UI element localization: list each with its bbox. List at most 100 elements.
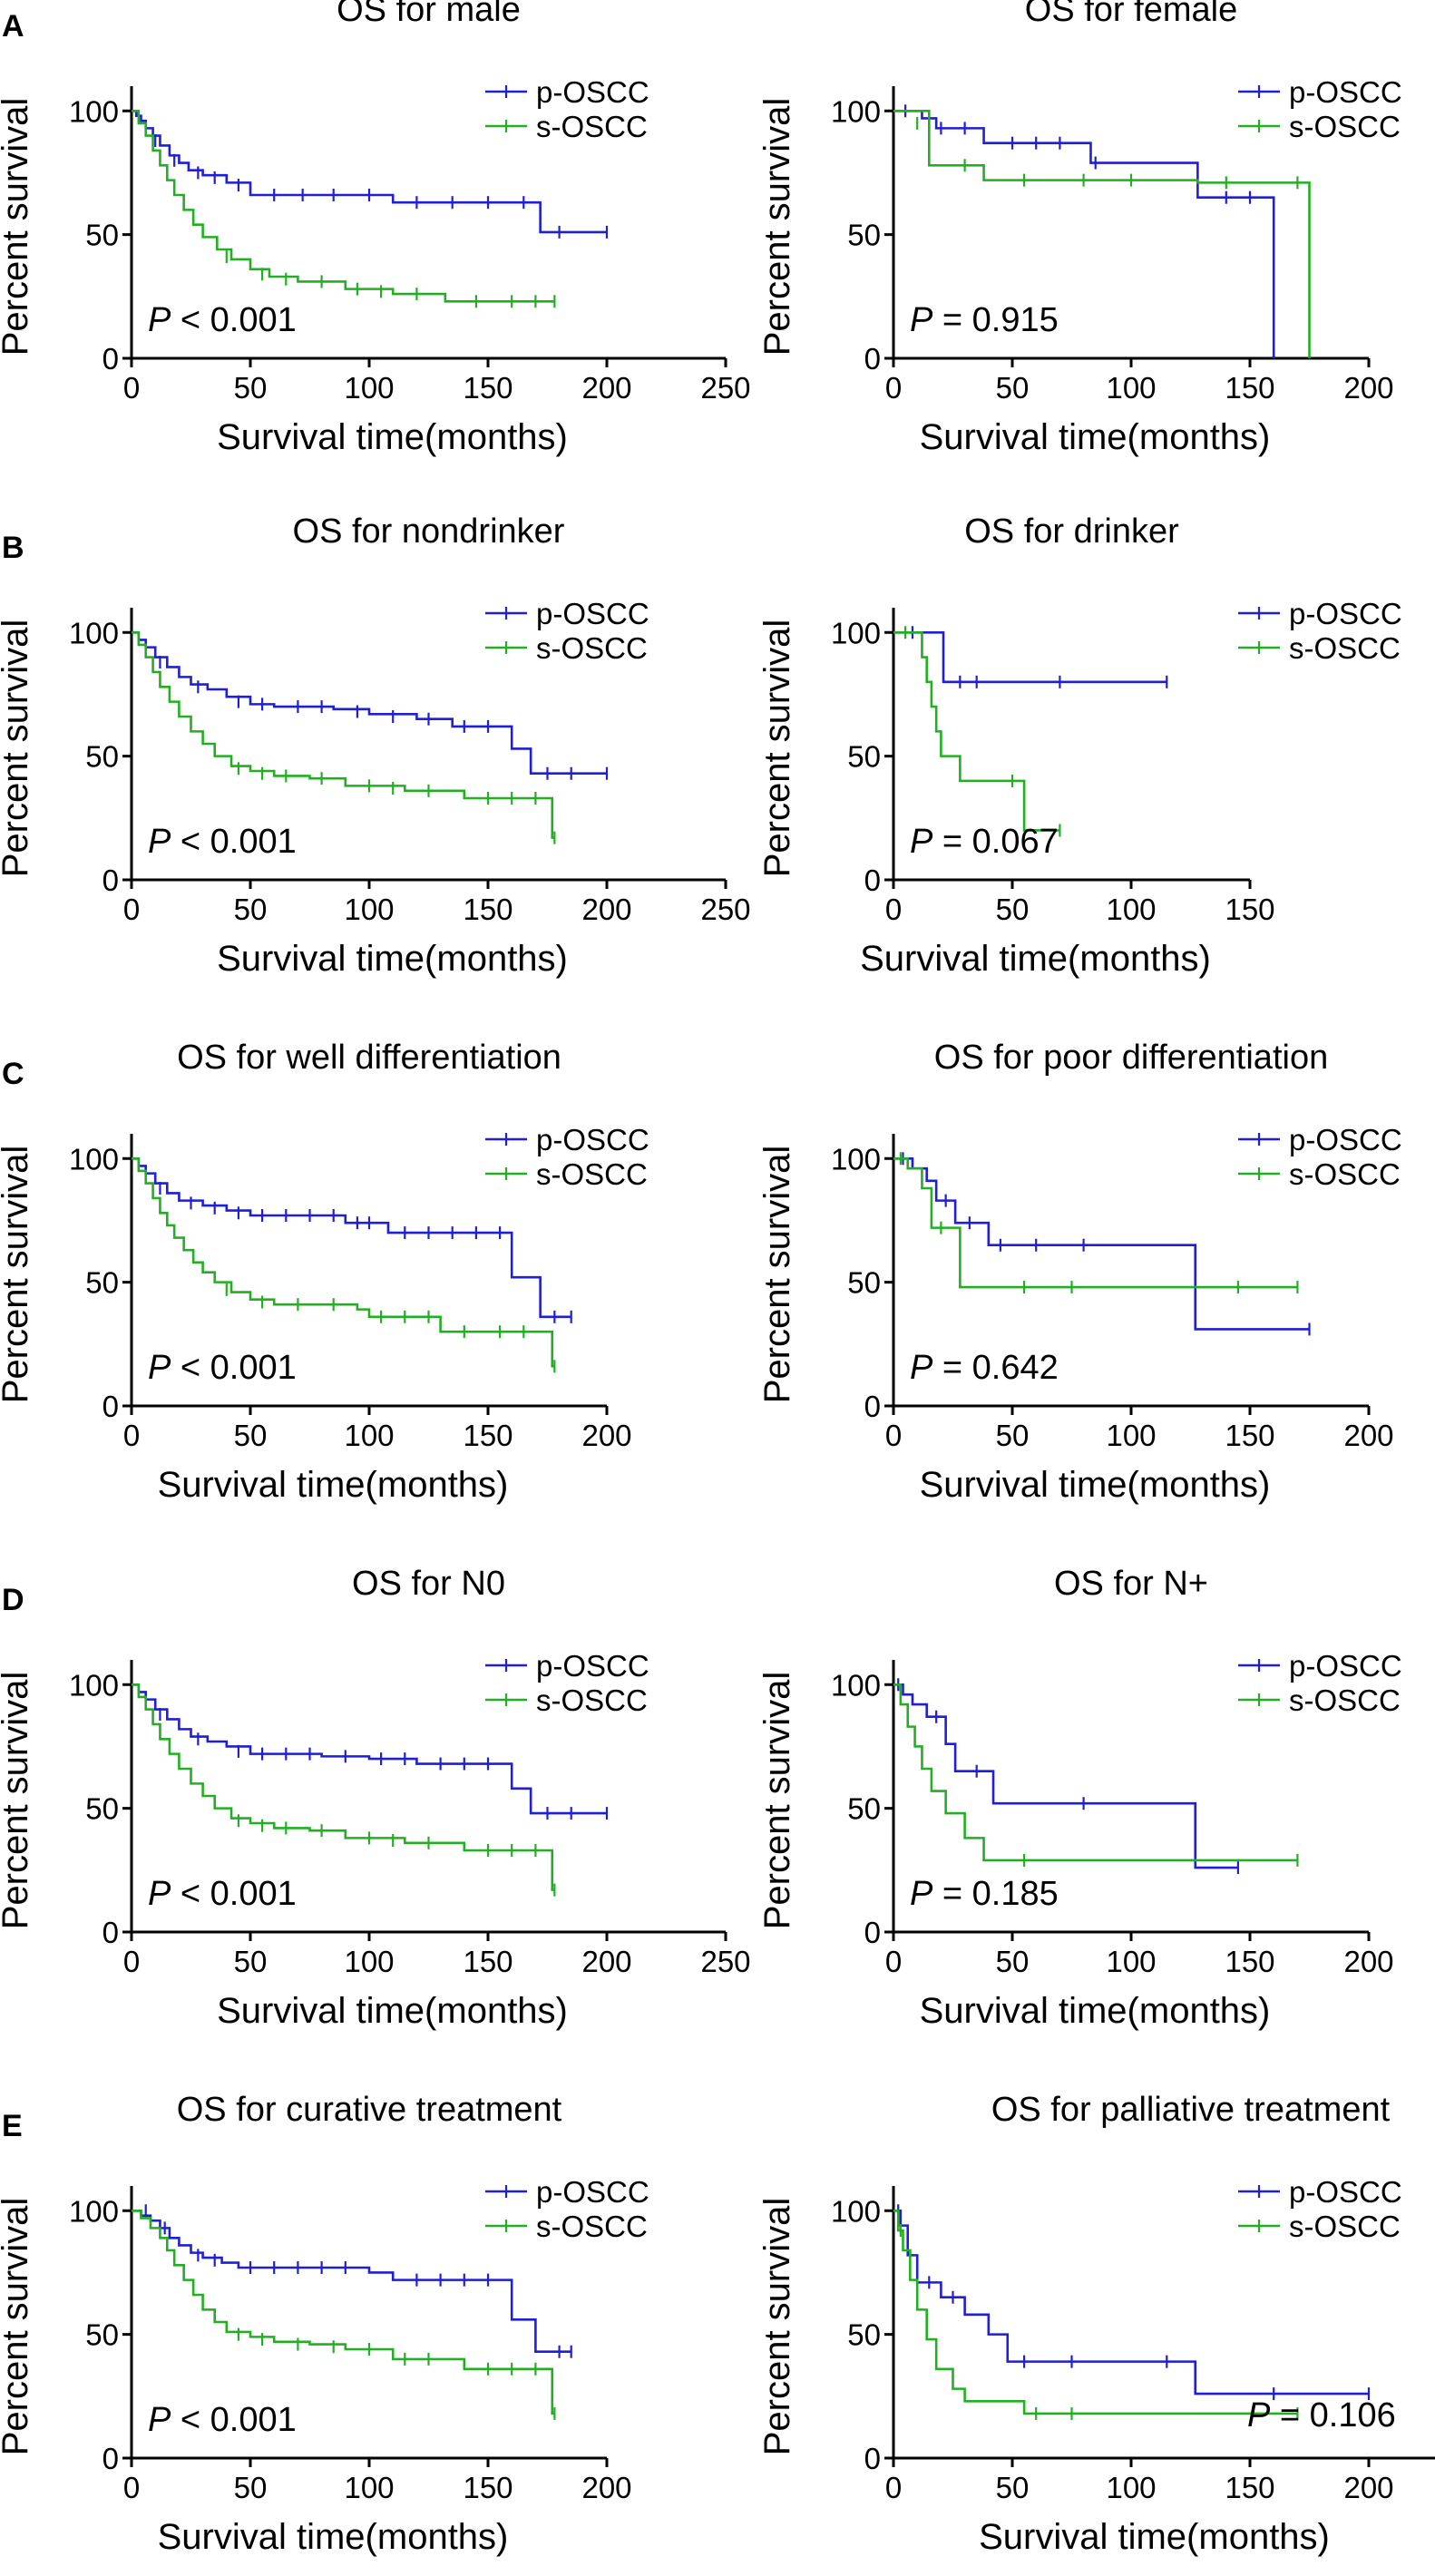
y-tick-label: 50 (847, 219, 881, 252)
chart-title: OS for palliative treatment (991, 2091, 1391, 2129)
x-tick-label: 100 (1106, 1419, 1156, 1452)
x-tick-label: 250 (700, 1945, 750, 1978)
y-tick-label: 0 (102, 1390, 119, 1423)
y-axis-label: Percent survival (757, 2198, 797, 2456)
p-value-label: P = 0.915 (910, 301, 1059, 339)
km-curve-p-oscc (893, 1683, 1238, 1869)
km-curve-s-oscc (132, 109, 555, 303)
km-curve-p-oscc (132, 1683, 607, 1815)
legend-label-p-oscc: p-OSCC (536, 1123, 649, 1156)
y-axis-label: Percent survival (0, 1672, 35, 1930)
x-tick-label: 250 (700, 893, 750, 926)
chart-title: OS for poor differentiation (934, 1039, 1328, 1077)
p-symbol: P (148, 1349, 171, 1387)
x-tick-label: 200 (1343, 1419, 1393, 1452)
x-axis-label: Survival time(months) (860, 939, 1211, 979)
km-curve-s-oscc (132, 630, 555, 839)
x-tick-label: 150 (1225, 893, 1274, 926)
y-tick-label: 100 (69, 94, 119, 128)
x-tick-label: 0 (123, 893, 140, 926)
p-symbol: P (148, 2401, 171, 2439)
x-tick-label: 0 (123, 1419, 140, 1452)
x-tick-label: 50 (996, 2471, 1030, 2504)
legend-label-s-oscc: s-OSCC (1289, 110, 1401, 143)
p-value-label: P < 0.001 (148, 1875, 297, 1913)
p-value: = 0.067 (932, 823, 1058, 861)
x-tick-label: 100 (344, 1419, 394, 1452)
x-tick-label: 150 (1225, 2471, 1274, 2504)
legend-label-p-oscc: p-OSCC (536, 597, 649, 630)
y-tick-label: 50 (85, 1266, 119, 1300)
km-curve-s-oscc (132, 2209, 555, 2415)
p-value-label: P = 0.067 (910, 823, 1059, 861)
x-tick-label: 150 (463, 1419, 512, 1452)
p-value-label: P = 0.106 (1247, 2396, 1396, 2435)
x-tick-label: 50 (996, 893, 1030, 926)
y-tick-label: 100 (831, 2194, 881, 2228)
x-tick-label: 150 (1225, 1419, 1274, 1452)
x-axis-label: Survival time(months) (979, 2517, 1330, 2557)
legend-label-s-oscc: s-OSCC (1289, 2210, 1401, 2243)
chart-os-for-poor-differentiation: OS for poor differentiation 0 50 100 0 50 100 1… (757, 1039, 1402, 1505)
x-tick-label: 200 (581, 1945, 631, 1978)
km-curve-s-oscc (893, 1683, 1298, 1862)
p-value: = 0.642 (932, 1349, 1058, 1387)
x-tick-label: 200 (581, 2471, 631, 2504)
p-value-label: P < 0.001 (148, 1349, 297, 1387)
y-axis-label: Percent survival (757, 1672, 797, 1930)
y-tick-label: 100 (69, 1142, 119, 1176)
chart-os-for-n: OS for N+ 0 50 100 0 50 100 150 200 Survival time… (757, 1565, 1402, 2031)
p-value-label: P < 0.001 (148, 2401, 297, 2439)
y-tick-label: 0 (864, 2442, 881, 2475)
x-tick-label: 0 (885, 371, 902, 405)
p-value-label: P = 0.185 (910, 1875, 1059, 1913)
x-tick-label: 0 (123, 371, 140, 405)
legend-label-s-oscc: s-OSCC (536, 110, 648, 143)
x-tick-label: 0 (885, 1945, 902, 1978)
x-tick-label: 50 (996, 371, 1030, 405)
legend-label-p-oscc: p-OSCC (536, 2175, 649, 2209)
x-tick-label: 0 (123, 1945, 140, 1978)
y-tick-label: 50 (847, 1266, 881, 1300)
legend-label-s-oscc: s-OSCC (1289, 1157, 1401, 1191)
legend-label-s-oscc: s-OSCC (536, 2210, 648, 2243)
x-tick-label: 200 (1343, 371, 1393, 405)
x-tick-label: 100 (1106, 1945, 1156, 1978)
x-tick-label: 150 (1225, 371, 1274, 405)
legend-label-p-oscc: p-OSCC (1289, 2175, 1402, 2209)
legend-label-p-oscc: p-OSCC (1289, 597, 1402, 630)
x-axis-label: Survival time(months) (920, 1991, 1271, 2031)
y-tick-label: 100 (69, 1668, 119, 1702)
y-axis-label: Percent survival (757, 620, 797, 878)
p-value: < 0.001 (171, 2401, 296, 2439)
x-tick-label: 50 (234, 1945, 268, 1978)
x-tick-label: 50 (996, 1945, 1030, 1978)
x-axis-label: Survival time(months) (217, 939, 568, 979)
x-tick-label: 150 (463, 2471, 512, 2504)
x-tick-label: 100 (1106, 371, 1156, 405)
legend-label-p-oscc: p-OSCC (1289, 1649, 1402, 1683)
km-curve-p-oscc (132, 109, 607, 234)
y-tick-label: 50 (847, 1792, 881, 1826)
y-axis-label: Percent survival (0, 1146, 35, 1404)
y-tick-label: 50 (85, 2318, 119, 2352)
y-tick-label: 100 (69, 2194, 119, 2228)
y-tick-label: 0 (102, 342, 119, 376)
p-value-label: P < 0.001 (148, 823, 297, 861)
km-curve-p-oscc (893, 109, 1275, 358)
p-symbol: P (910, 1349, 933, 1387)
x-tick-label: 150 (463, 371, 512, 405)
chart-title: OS for female (1025, 0, 1237, 29)
chart-os-for-palliative-treatment: OS for palliative treatment 0 50 100 0 50 100 1… (757, 2091, 1435, 2557)
p-symbol: P (910, 301, 933, 339)
km-curve-s-oscc (132, 1156, 555, 1368)
legend-label-s-oscc: s-OSCC (1289, 631, 1401, 665)
p-value: < 0.001 (171, 301, 296, 339)
x-tick-label: 0 (885, 2471, 902, 2504)
km-curve-p-oscc (893, 1156, 1310, 1331)
legend-label-p-oscc: p-OSCC (1289, 75, 1402, 109)
p-symbol: P (1247, 2396, 1271, 2435)
x-tick-label: 150 (463, 893, 512, 926)
chart-title: OS for male (337, 0, 521, 29)
chart-os-for-nondrinker: OS for nondrinker 0 50 100 0 50 100 150 200 250 Su… (0, 512, 751, 979)
